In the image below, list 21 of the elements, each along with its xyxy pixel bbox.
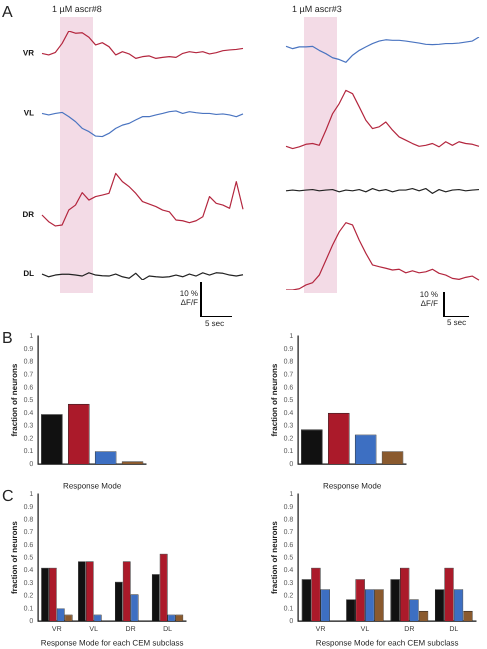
series-label: VL [24, 108, 34, 118]
x-axis-title: Response Mode [63, 481, 122, 490]
series-label: DL [23, 269, 34, 278]
y-axis-title: fraction of neurons [270, 363, 280, 437]
x-axis-title: Response Mode for each CEM subclass [40, 638, 184, 648]
text: 10 % ΔF/F [180, 289, 198, 307]
text: 1 µM ascr#3 [292, 4, 342, 14]
text: 1 µM ascr#8 [52, 4, 102, 14]
x-axis-title: Response Mode [323, 481, 382, 490]
annotation: 10 % ΔF/F [420, 290, 438, 308]
y-axis-title: fraction of neurons [270, 520, 280, 594]
text: B [2, 330, 13, 348]
text: C [2, 488, 14, 506]
y-axis-title: fraction of neurons [10, 520, 20, 594]
series-label: DR [22, 210, 34, 220]
x-axis-title: Response Mode for each CEM subclass [316, 638, 459, 648]
series-label: VR [22, 48, 34, 58]
y-axis-title: fraction of neurons [10, 363, 20, 437]
text: 5 sec [447, 318, 466, 327]
text: A [2, 4, 13, 22]
text: 5 sec [205, 319, 224, 328]
